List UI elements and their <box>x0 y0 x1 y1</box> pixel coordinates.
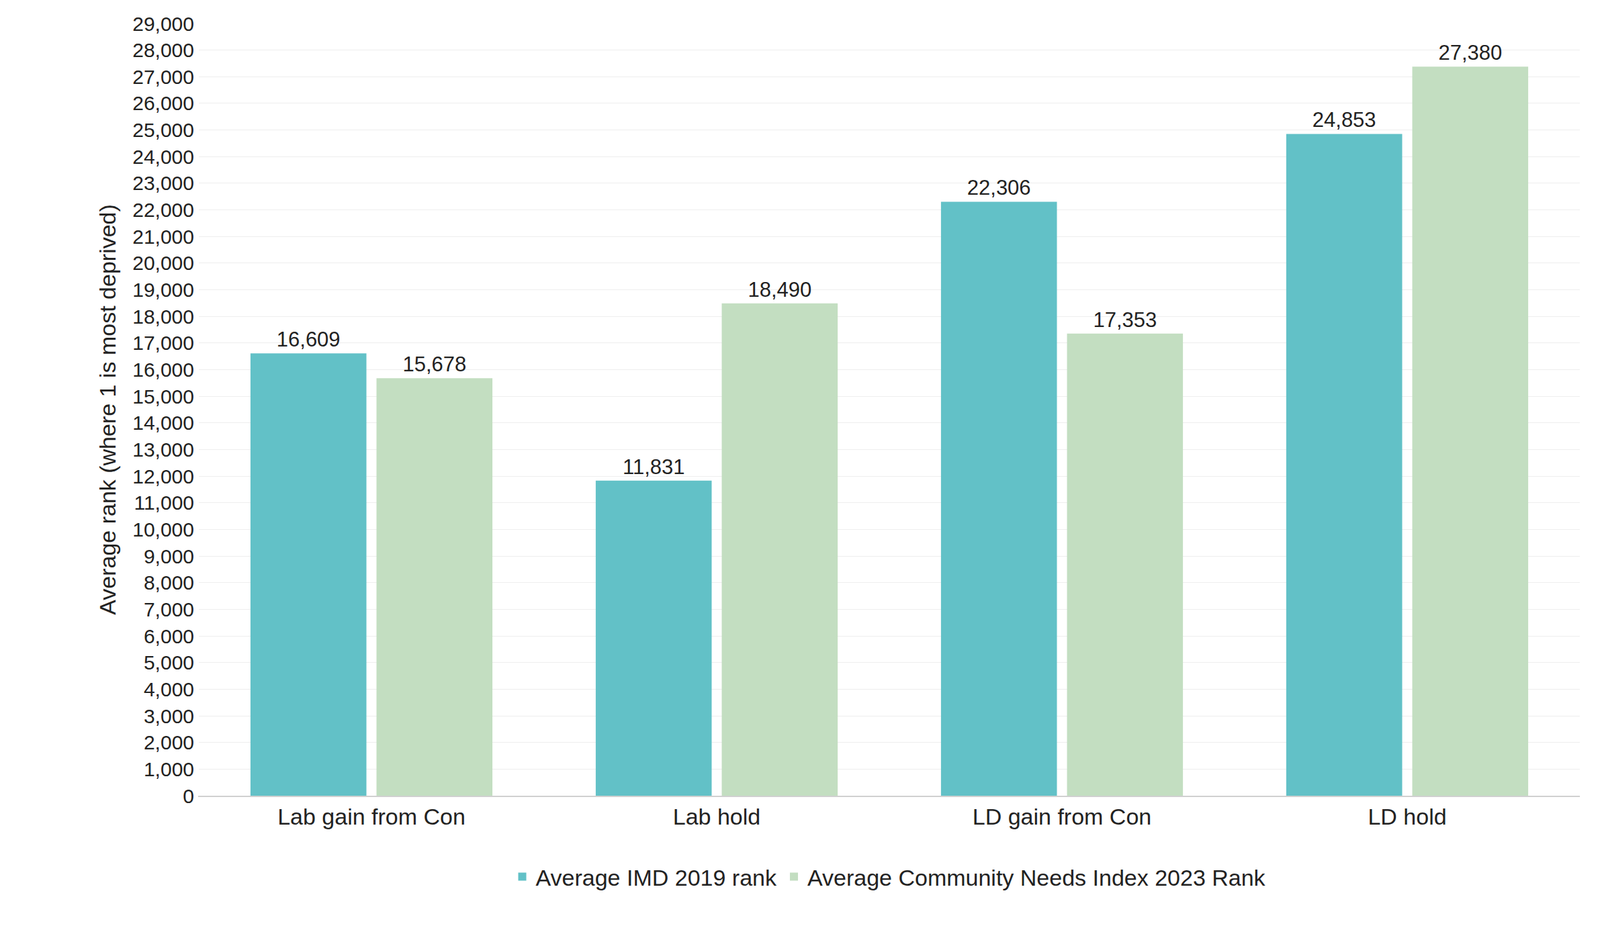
svg-text:24,000: 24,000 <box>132 145 195 168</box>
svg-text:8,000: 8,000 <box>143 571 195 594</box>
svg-text:22,306: 22,306 <box>967 175 1032 200</box>
svg-text:18,490: 18,490 <box>747 278 812 302</box>
svg-text:10,000: 10,000 <box>132 518 195 541</box>
svg-text:16,609: 16,609 <box>276 327 341 352</box>
svg-text:12,000: 12,000 <box>132 465 195 488</box>
svg-text:17,000: 17,000 <box>132 331 195 354</box>
svg-text:15,000: 15,000 <box>132 385 195 408</box>
svg-text:1,000: 1,000 <box>143 758 195 781</box>
svg-text:27,000: 27,000 <box>132 65 195 88</box>
svg-text:23,000: 23,000 <box>132 171 195 195</box>
svg-text:20,000: 20,000 <box>132 251 195 275</box>
svg-text:9,000: 9,000 <box>143 545 195 568</box>
svg-text:5,000: 5,000 <box>143 651 195 674</box>
svg-text:Average rank (where 1 is most: Average rank (where 1 is most deprived) <box>94 204 121 616</box>
svg-text:24,853: 24,853 <box>1312 108 1377 132</box>
svg-text:0: 0 <box>182 785 195 808</box>
svg-text:Average Community Needs Index: Average Community Needs Index 2023 Rank <box>807 865 1267 891</box>
svg-text:18,000: 18,000 <box>132 305 195 328</box>
svg-text:2,000: 2,000 <box>143 731 195 754</box>
svg-text:22,000: 22,000 <box>132 198 195 221</box>
svg-text:Average IMD 2019 rank: Average IMD 2019 rank <box>536 865 778 891</box>
svg-text:15,678: 15,678 <box>402 352 467 377</box>
svg-text:16,000: 16,000 <box>132 358 195 381</box>
svg-text:Lab hold: Lab hold <box>673 804 761 830</box>
svg-text:Lab gain from Con: Lab gain from Con <box>277 804 466 830</box>
svg-text:3,000: 3,000 <box>143 705 195 728</box>
svg-text:LD gain from Con: LD gain from Con <box>972 804 1152 830</box>
svg-text:11,831: 11,831 <box>622 455 686 479</box>
svg-text:26,000: 26,000 <box>132 92 195 115</box>
svg-text:LD hold: LD hold <box>1367 804 1447 830</box>
svg-text:11,000: 11,000 <box>133 491 195 514</box>
svg-text:13,000: 13,000 <box>132 438 195 461</box>
svg-text:28,000: 28,000 <box>132 38 195 62</box>
svg-text:29,000: 29,000 <box>132 12 195 35</box>
svg-text:27,380: 27,380 <box>1438 40 1502 65</box>
svg-text:17,353: 17,353 <box>1092 308 1157 332</box>
svg-text:7,000: 7,000 <box>143 598 195 621</box>
svg-text:14,000: 14,000 <box>132 411 195 434</box>
svg-text:19,000: 19,000 <box>132 278 195 301</box>
svg-text:21,000: 21,000 <box>132 225 195 248</box>
svg-text:6,000: 6,000 <box>143 625 195 648</box>
svg-text:4,000: 4,000 <box>143 678 195 701</box>
svg-text:25,000: 25,000 <box>132 118 195 142</box>
